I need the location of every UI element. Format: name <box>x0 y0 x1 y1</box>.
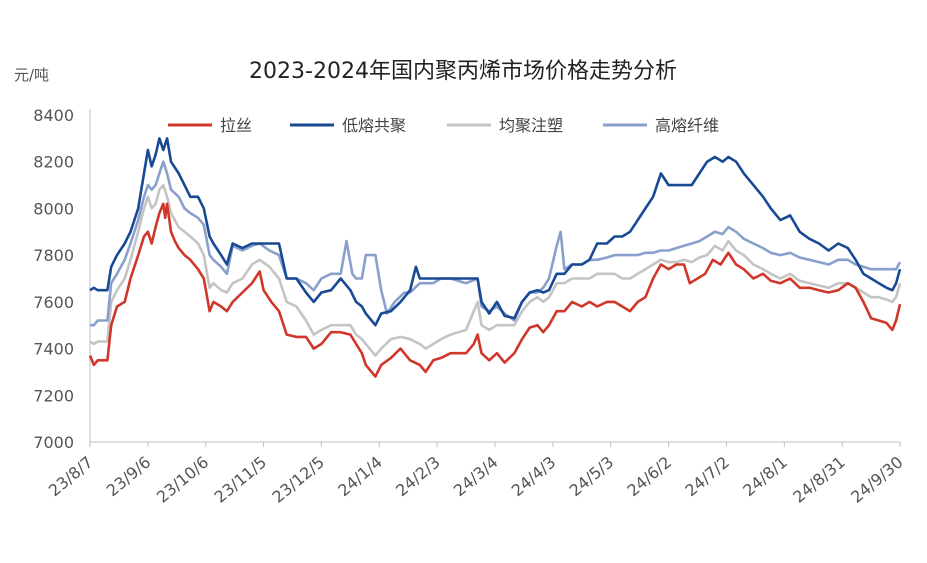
series-group <box>88 137 902 378</box>
y-tick-label: 7400 <box>33 340 74 359</box>
x-tick-label: 23/10/6 <box>153 453 212 507</box>
legend-entry-label: 高熔纤维 <box>655 116 719 135</box>
x-tick-label: 24/7/2 <box>681 453 733 501</box>
y-tick-label: 7200 <box>33 386 74 405</box>
y-tick-label: 7000 <box>33 433 74 452</box>
x-tick-label: 23/8/7 <box>45 453 97 501</box>
legend: 拉丝 低熔共聚 均聚注塑 高熔纤维 <box>168 116 719 135</box>
series-line-2 <box>89 137 902 327</box>
chart-title: 2023-2024年国内聚丙烯市场价格走势分析 <box>249 59 677 84</box>
x-tick-label: 24/8/1 <box>739 453 791 501</box>
y-tick-label: 7600 <box>33 293 74 312</box>
x-tick-label: 24/8/31 <box>789 453 848 507</box>
y-tick-label: 7800 <box>33 246 74 265</box>
y-tick-label: 8400 <box>33 106 74 125</box>
x-tick-label: 24/2/3 <box>392 453 444 501</box>
legend-entry-label: 低熔共聚 <box>342 116 406 135</box>
legend-entry-label: 均聚注塑 <box>499 116 563 135</box>
legend-entry-label: 拉丝 <box>220 116 252 135</box>
x-axis: 23/8/7 23/9/623/10/623/11/523/12/5 24/1/4 2… <box>45 441 907 507</box>
x-tick-label: 24/3/4 <box>450 453 502 501</box>
series-line-3 <box>89 183 902 357</box>
x-tick-label: 23/9/6 <box>103 453 155 501</box>
series-line-4 <box>90 160 902 327</box>
series-line-1 <box>88 202 902 378</box>
x-tick-label: 23/12/5 <box>269 453 328 507</box>
y-tick-label: 8200 <box>33 153 74 172</box>
y-axis: 7000 7200 7400 7600 7800 8000 8200 8400 <box>33 106 91 452</box>
x-tick-label: 23/11/5 <box>211 453 270 507</box>
y-tick-label: 8000 <box>33 199 74 218</box>
x-tick-label: 24/1/4 <box>334 453 386 501</box>
y-axis-unit-label: 元/吨 <box>14 66 49 84</box>
x-tick-label: 24/5/3 <box>566 453 618 501</box>
x-tick-label: 24/9/30 <box>847 453 906 507</box>
x-tick-label: 24/6/2 <box>623 453 675 501</box>
x-tick-label: 24/4/3 <box>508 453 560 501</box>
